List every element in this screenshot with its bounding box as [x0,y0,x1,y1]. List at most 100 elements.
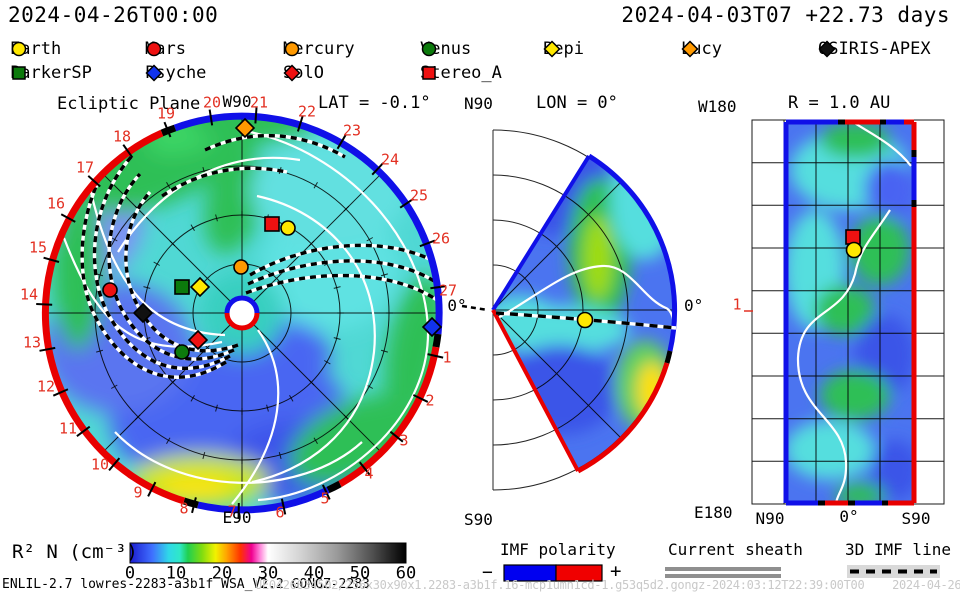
current-sheath-title: Current sheath [668,540,803,559]
map-r-tick-label: 1 [732,295,742,314]
day-label-13: 13 [22,333,42,352]
colorbar-tick-60: 60 [395,563,417,584]
day-label-17: 17 [75,158,95,177]
map-xtick-0: 0° [839,507,859,526]
osiris-apex-legend-icon [818,40,836,58]
wedge-polarity-edges [491,153,678,474]
day-label-24: 24 [380,150,400,169]
e90-label: E90 [222,508,252,527]
ecliptic-plane-plot [36,107,447,519]
legend-item-earth: Earth [10,40,61,59]
colorbar-tick-30: 30 [257,563,279,584]
day-label-22: 22 [297,102,317,121]
stereo-a-legend-icon [422,66,436,80]
day-label-20: 20 [202,93,222,112]
solo-legend-icon [283,64,301,82]
watermark-run-id: UE0426034502/256x30x90x1.2283-a3b1f.16-m… [255,578,960,592]
day-label-18: 18 [112,127,132,146]
parkersp-legend-icon [12,66,26,80]
ecliptic-lat-label: LAT = -0.1° [318,93,431,113]
model-run-info: ENLIL-2.7 lowres-2283-a3b1f WSA_V2.2 GON… [2,577,370,592]
n90-label: N90 [464,94,493,113]
legend-item-venus: Venus [420,40,471,59]
colorbar-tick-10: 10 [165,563,187,584]
legend-item-bepi: Bepi [543,40,584,59]
meridional-title: LON = 0° [536,93,618,113]
map-markers [845,229,863,259]
w180-label: W180 [698,97,737,116]
venus-marker [174,344,190,360]
imf-3d-swatch [847,565,940,578]
day-ticks [36,107,447,519]
day-label-2: 2 [425,391,435,410]
legend-item-lucy: Lucy [681,40,722,59]
day-label-23: 23 [342,121,362,140]
bepi-legend-icon [543,40,561,58]
current-sheath-lines-map [796,122,912,503]
day-label-4: 4 [364,464,374,483]
day-label-15: 15 [28,238,48,257]
e180-label: E180 [694,503,733,522]
day-label-16: 16 [46,194,66,213]
earth-marker-meridional [576,311,594,329]
stereo-a-marker [264,216,280,232]
day-label-9: 9 [133,483,143,502]
map-xtick-n90: N90 [755,509,785,528]
ecliptic-title: Ecliptic Plane [57,94,201,114]
mercury-marker [233,259,249,275]
mars-marker [102,282,118,298]
imf-polarity-title: IMF polarity [500,540,616,559]
day-label-11: 11 [58,419,78,438]
legend-item-solo: SolO [283,64,324,83]
psyche-legend-icon [145,64,163,82]
osiris-apex-marker [132,302,154,324]
mars-legend-icon [146,41,162,57]
imf-minus-label: − [482,562,493,583]
legend-item-stereo-a: Stereo_A [420,64,502,83]
earth-marker-map [845,241,863,259]
colorbar-tick-0: 0 [124,563,136,584]
legend-label: OSIRIS-APEX [818,39,931,59]
legend-item-mars: Mars [145,40,186,59]
psyche-marker [421,316,443,338]
meridional-zero-label: 0° [684,296,704,315]
colorbar-tick-40: 40 [303,563,325,584]
colorbar [129,542,407,564]
day-label-1: 1 [442,348,452,367]
day-label-12: 12 [36,377,56,396]
legend-item-parkersp: ParkerSP [10,64,92,83]
legend-item-mercury: Mercury [283,40,355,59]
solo-marker [187,329,209,351]
day-label-27: 27 [438,281,458,300]
earth-marker [280,220,296,236]
sun-icon [224,295,260,331]
legend-item-osiris-apex: OSIRIS-APEX [818,40,931,59]
radial-map-title: R = 1.0 AU [788,93,891,113]
current-sheath-swatch [665,567,781,578]
timestamp-start-elapsed: 2024-04-03T07 +22.73 days [621,3,950,27]
lucy-marker [234,117,256,139]
ecliptic-markers [102,117,443,360]
mercury-legend-icon [284,41,300,57]
parkersp-marker [174,279,190,295]
map-polarity-borders [783,119,917,506]
day-label-10: 10 [90,455,110,474]
legend-item-psyche: Psyche [145,64,206,83]
day-label-5: 5 [320,489,330,508]
earth-legend-icon [11,41,27,57]
day-label-8: 8 [179,499,189,518]
day-label-14: 14 [19,285,39,304]
day-label-7: 7 [227,502,237,521]
w90-label: W90 [222,92,252,111]
map-xtick-s90: S90 [901,509,931,528]
day-label-6: 6 [275,503,285,522]
legend-label: Stereo_A [420,63,502,83]
timestamp-current: 2024-04-26T00:00 [8,3,219,27]
colorbar-label: R² N (cm⁻³) [12,541,138,563]
day-label-26: 26 [431,229,451,248]
colorbar-tick-20: 20 [211,563,233,584]
polarity-rim [41,112,443,514]
bepi-marker [189,276,211,298]
